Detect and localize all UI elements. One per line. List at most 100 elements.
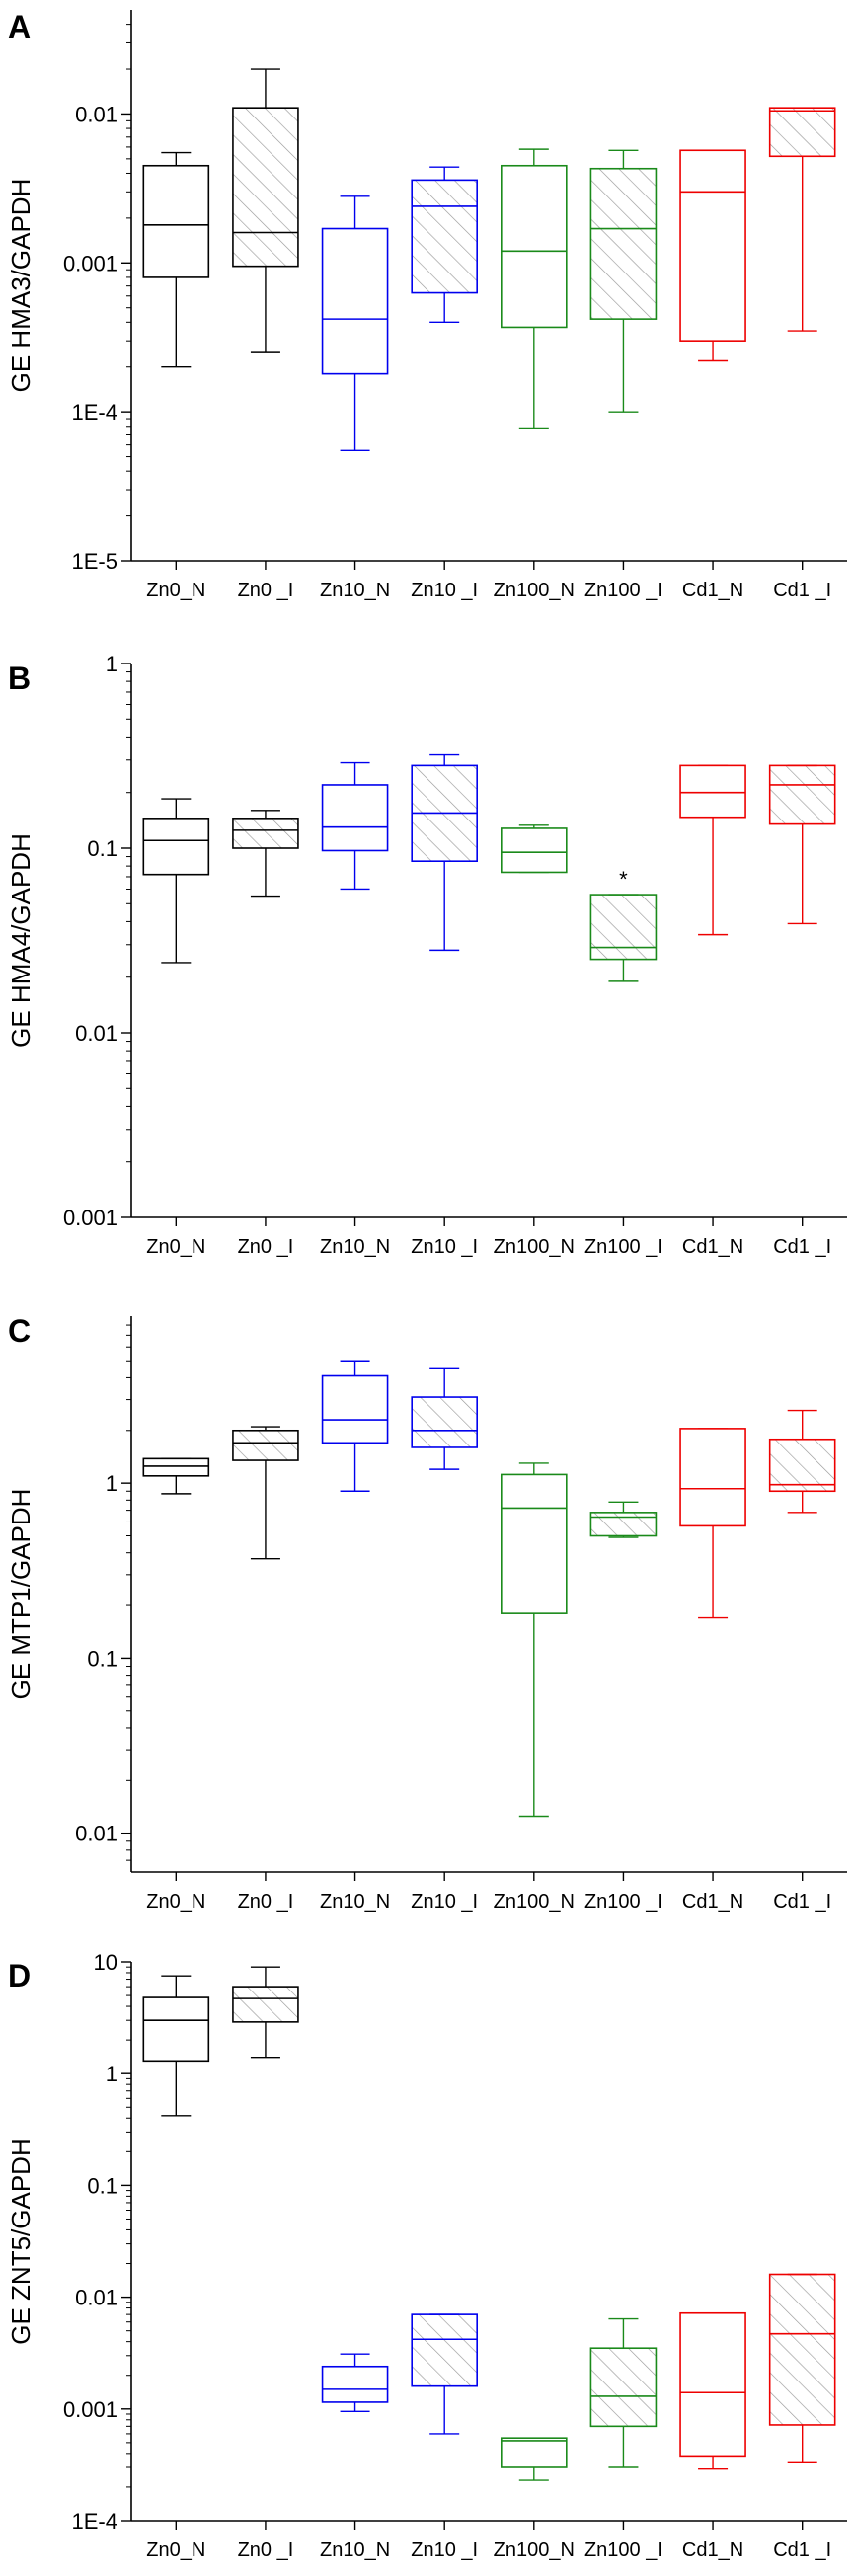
box-cd1_i: Cd1 _I xyxy=(768,764,836,1258)
box-zn0_i: Zn0 _I xyxy=(232,1966,299,2561)
box-zn10_i: Zn10 _I xyxy=(411,753,478,1258)
box-body xyxy=(679,2311,746,2458)
box-zn0_i: Zn0 _I xyxy=(232,1426,299,1912)
y-tick-label: 0.01 xyxy=(75,1021,117,1046)
box-cd1_n: Cd1_N xyxy=(679,1428,746,1912)
box-zn100_i: Zn100 _I xyxy=(584,2317,662,2561)
x-tick-label: Zn10 _I xyxy=(411,2539,478,2561)
box-zn10_n: Zn10_N xyxy=(320,2353,390,2561)
box-body xyxy=(501,2437,568,2468)
x-tick-label: Zn0_N xyxy=(146,1236,205,1258)
box-zn0_n: Zn0_N xyxy=(142,151,210,601)
box-zn10_i: Zn10 _I xyxy=(411,166,478,601)
x-tick-label: Zn0 _I xyxy=(238,580,294,601)
y-tick-label: 1 xyxy=(106,1471,117,1496)
box-zn10_n: Zn10_N xyxy=(320,195,390,601)
x-tick-label: Zn10 _I xyxy=(411,1891,478,1912)
x-tick-label: Zn0_N xyxy=(146,1891,205,1912)
box-cd1_n: Cd1_N xyxy=(679,2311,746,2561)
y-tick-label: 0.001 xyxy=(63,251,117,275)
box-body xyxy=(232,107,299,268)
box-body xyxy=(411,179,478,294)
box-cd1_n: Cd1_N xyxy=(679,149,746,601)
panel-c: C 0.01 0.1 1 GE MTP1/GAPDH Zn0_N Zn0 _I Zn10_N Z… xyxy=(6,1313,847,1912)
box-cd1_i: Cd1 _I xyxy=(768,107,836,601)
box-body xyxy=(589,894,658,961)
x-tick-label: Zn0 _I xyxy=(238,1891,294,1912)
x-tick-label: Cd1_N xyxy=(682,580,743,601)
x-tick-label: Zn10_N xyxy=(320,580,390,601)
x-tick-label: Cd1_N xyxy=(682,1891,743,1912)
x-tick-label: Cd1 _I xyxy=(773,1236,831,1258)
box-zn100_i: Zn100 _I xyxy=(584,1501,662,1912)
y-tick-label: 0.01 xyxy=(75,1822,117,1846)
panel-letter: D xyxy=(8,1958,31,1993)
y-tick-label: 1E-4 xyxy=(72,2509,117,2534)
y-tick-label: 10 xyxy=(94,1950,117,1975)
box-zn100_i: Zn100 _I xyxy=(584,149,662,601)
significance-marker: * xyxy=(619,867,628,892)
box-body xyxy=(232,1429,299,1461)
box-zn0_n: Zn0_N xyxy=(142,1975,210,2561)
box-zn0_n: Zn0_N xyxy=(142,1457,210,1912)
x-tick-label: Zn10_N xyxy=(320,2539,390,2561)
box-body xyxy=(142,1996,210,2063)
y-axis-title: GE HMA3/GAPDH xyxy=(6,179,36,393)
y-tick-label: 1 xyxy=(106,2062,117,2086)
x-tick-label: Zn0_N xyxy=(146,2539,205,2561)
y-axis-title: GE ZNT5/GAPDH xyxy=(6,2138,36,2344)
box-body xyxy=(321,227,389,375)
box-zn100_n: Zn100_N xyxy=(494,824,575,1258)
y-tick-label: 1E-5 xyxy=(72,549,117,574)
box-zn100_n: Zn100_N xyxy=(494,148,575,601)
box-body xyxy=(768,1438,836,1493)
box-body xyxy=(589,167,658,320)
box-body xyxy=(142,164,210,278)
box-body xyxy=(501,827,568,874)
x-tick-label: Zn10_N xyxy=(320,1236,390,1258)
box-zn10_i: Zn10 _I xyxy=(411,2313,478,2561)
x-tick-label: Zn100_N xyxy=(494,2539,575,2561)
box-body xyxy=(232,818,299,849)
x-tick-label: Zn100 _I xyxy=(584,2539,662,2561)
y-tick-label: 0.1 xyxy=(87,1646,117,1671)
y-tick-label: 1E-4 xyxy=(72,400,117,425)
x-tick-label: Zn100 _I xyxy=(584,1891,662,1912)
x-tick-label: Zn100_N xyxy=(494,580,575,601)
box-body xyxy=(589,1512,658,1537)
panel-letter: B xyxy=(8,661,31,696)
x-tick-label: Zn100 _I xyxy=(584,1236,662,1258)
y-tick-label: 0.1 xyxy=(87,2173,117,2198)
panel-b: B 0.001 0.01 0.1 1 GE HMA4/GAPDH Zn0_N Zn0 _I Zn… xyxy=(6,652,847,1258)
x-tick-label: Zn0 _I xyxy=(238,1236,294,1258)
x-tick-label: Zn100 _I xyxy=(584,580,662,601)
box-zn0_n: Zn0_N xyxy=(142,798,210,1258)
y-axis-title: GE MTP1/GAPDH xyxy=(6,1489,36,1700)
box-body xyxy=(321,2365,389,2403)
box-body xyxy=(589,2347,658,2428)
box-body xyxy=(679,764,746,819)
box-body xyxy=(321,1374,389,1444)
box-body xyxy=(768,764,836,825)
panel-d: D 1E-4 0.001 0.01 0.1 1 10 GE ZNT5/GAPDH Zn0_N Zn… xyxy=(6,1950,847,2561)
box-body xyxy=(679,149,746,342)
panel-letter: A xyxy=(8,9,31,44)
box-cd1_i: Cd1 _I xyxy=(768,1409,836,1912)
box-zn10_i: Zn10 _I xyxy=(411,1367,478,1912)
box-body xyxy=(142,1457,210,1477)
box-body xyxy=(501,1473,568,1614)
box-body xyxy=(768,2273,836,2426)
x-tick-label: Zn10 _I xyxy=(411,580,478,601)
x-tick-label: Zn0_N xyxy=(146,580,205,601)
box-body xyxy=(411,2313,478,2387)
panel-letter: C xyxy=(8,1313,31,1349)
x-tick-label: Cd1 _I xyxy=(773,1891,831,1912)
x-tick-label: Zn0 _I xyxy=(238,2539,294,2561)
box-body xyxy=(411,1396,478,1448)
x-tick-label: Cd1 _I xyxy=(773,2539,831,2561)
box-body xyxy=(501,164,568,329)
box-body xyxy=(232,1986,299,2023)
box-cd1_i: Cd1 _I xyxy=(768,2273,836,2561)
